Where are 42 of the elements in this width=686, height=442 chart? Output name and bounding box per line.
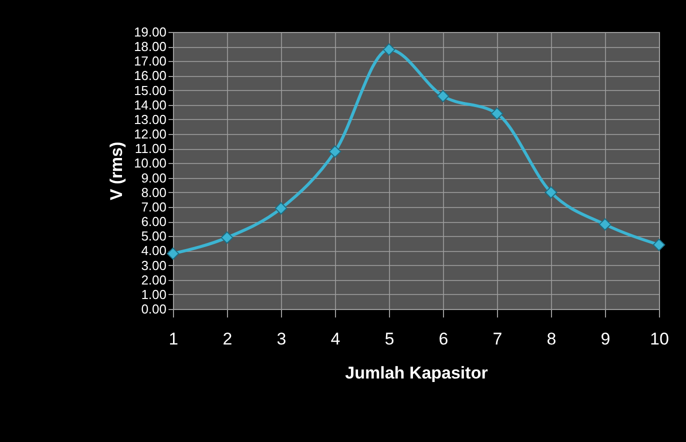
y-tick-label: 8.00	[141, 184, 166, 200]
x-tick-label: 7	[492, 330, 502, 348]
point	[544, 186, 558, 199]
x-tick-label: 4	[330, 330, 340, 348]
x-tick-label: 9	[600, 330, 610, 348]
point	[652, 238, 666, 252]
y-tick-label: 5.00	[141, 228, 166, 244]
y-tick-label: 2.00	[141, 272, 166, 288]
y-tick-label: 9.00	[141, 170, 166, 186]
point	[598, 218, 612, 231]
y-tick-label: 7.00	[141, 199, 166, 214]
y-tick-label: 16.00	[134, 68, 166, 84]
y-tick-label: 4.00	[141, 243, 166, 258]
y-tick-label: 3.00	[141, 258, 166, 273]
x-axis-title: Jumlah Kapasitor	[345, 364, 488, 382]
point	[436, 90, 450, 102]
y-tick-label: 0.00	[141, 302, 166, 316]
y-tick-label: 10.00	[134, 156, 166, 171]
y-axis-title: V (rms)	[106, 142, 126, 200]
x-tick-label: 1	[168, 330, 178, 348]
y-tick-label: 12.00	[134, 126, 166, 142]
y-tick-label: 1.00	[141, 286, 166, 302]
y-tick-label: 15.00	[134, 82, 166, 98]
x-tick-label: 3	[276, 330, 286, 348]
point	[382, 43, 396, 56]
x-tick-label: 5	[384, 330, 394, 348]
x-tick-label: 2	[222, 330, 232, 348]
y-tick-label: 6.00	[141, 214, 166, 230]
point	[166, 247, 180, 260]
y-tick-label: 14.00	[134, 97, 166, 112]
point	[274, 202, 288, 215]
y-tick-label: 18.00	[134, 39, 166, 54]
y-tick-label: 11.00	[134, 141, 166, 156]
x-tick-label: 8	[546, 330, 556, 348]
point	[328, 145, 342, 158]
x-tick-label: 10	[650, 330, 669, 348]
y-tick-label: 17.00	[134, 54, 166, 69]
point	[220, 231, 234, 244]
point	[490, 107, 504, 120]
y-tick-label: 13.00	[134, 112, 166, 127]
y-tick-label: 19.00	[134, 24, 166, 40]
x-tick-label: 6	[438, 330, 448, 348]
